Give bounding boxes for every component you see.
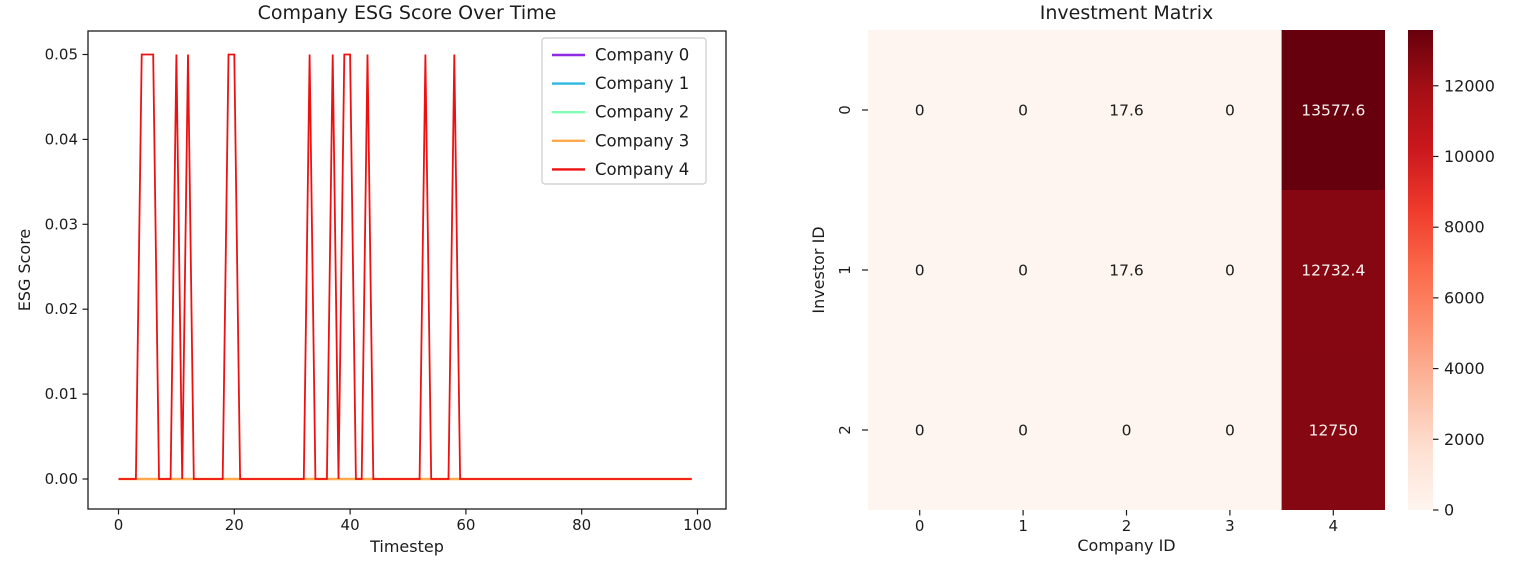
cell-value-r1-c1: 0: [1018, 262, 1028, 280]
investment-heatmap: 0 0 17.6 0 13577.6 0 0 17.6 0 12732.4 0 0 0 0 12750 0 1…: [809, 2, 1495, 555]
cell-value-r0-c4: 13577.6: [1301, 102, 1365, 120]
colorbar-tick-label: 6000: [1444, 288, 1485, 307]
y-tick-label: 0.03: [45, 215, 78, 233]
legend-item-company-1: Company 1: [552, 74, 689, 93]
y-axis-label: ESG Score: [15, 229, 34, 312]
cell-value-r1-c0: 0: [915, 262, 925, 280]
legend-label-company-4: Company 4: [595, 160, 689, 179]
x-tick-label: 1: [1018, 517, 1028, 535]
cell-value-r1-c3: 0: [1225, 262, 1235, 280]
x-tick-label: 100: [683, 516, 712, 534]
cell-value-r0-c2: 17.6: [1109, 102, 1144, 120]
cell-value-r1-c4: 12732.4: [1301, 262, 1365, 280]
cell-value-r0-c0: 0: [915, 102, 925, 120]
x-tick-label: 60: [456, 516, 475, 534]
legend-label-company-0: Company 0: [595, 46, 689, 65]
heatmap-annotations: 0 0 17.6 0 13577.6 0 0 17.6 0 12732.4 0 0 0 0 12750: [915, 102, 1366, 440]
heatmap-cell-r2-c1: [971, 350, 1075, 510]
colorbar-tick-label: 12000: [1444, 76, 1495, 95]
heatmap-cell-r2-c3: [1178, 350, 1282, 510]
x-tick-label: 40: [341, 516, 360, 534]
x-tick-label: 0: [915, 517, 925, 535]
series-lines: [118, 53, 692, 481]
cell-value-r2-c4: 12750: [1309, 422, 1358, 440]
legend-item-company-2: Company 2: [552, 103, 689, 122]
chart-title: Company ESG Score Over Time: [258, 2, 557, 24]
heatmap-cell-r2-c0: [868, 350, 972, 510]
legend-item-company-4: Company 4: [552, 160, 689, 179]
cell-value-r0-c3: 0: [1225, 102, 1235, 120]
y-tick-label: 0.05: [45, 46, 78, 64]
colorbar-tick-label: 4000: [1444, 359, 1485, 378]
y-tick-label: 2: [836, 425, 854, 435]
heatmap-cell-r0-c1: [971, 30, 1075, 190]
legend: Company 0 Company 1 Company 2 Company 3 Comp…: [541, 37, 707, 185]
cell-value-r2-c3: 0: [1225, 422, 1235, 440]
cell-value-r2-c0: 0: [915, 422, 925, 440]
legend-label-company-2: Company 2: [595, 103, 689, 122]
x-tick-label: 80: [572, 516, 591, 534]
heatmap-cell-r2-c4: [1281, 350, 1385, 510]
heatmap-cell-r1-c3: [1178, 190, 1282, 350]
x-tick-label: 20: [225, 516, 244, 534]
heatmap-cell-r0-c0: [868, 30, 972, 190]
legend-item-company-3: Company 3: [552, 131, 689, 150]
chart-title: Investment Matrix: [1040, 2, 1213, 24]
heatmap-cell-r0-c4: [1281, 30, 1385, 190]
legend-item-company-0: Company 0: [552, 46, 689, 65]
x-axis-ticks: 0 20 40 60 80 100: [114, 509, 712, 534]
colorbar-tick-label: 0: [1444, 501, 1454, 520]
heatmap-cell-r2-c2: [1074, 350, 1179, 510]
y-tick-label: 0.04: [45, 130, 78, 148]
y-tick-label: 0.01: [45, 385, 78, 403]
y-axis-ticks: 0.00 0.01 0.02 0.03 0.04 0.05: [45, 46, 88, 488]
x-axis-label: Company ID: [1077, 536, 1175, 555]
x-axis-label: Timestep: [369, 537, 444, 556]
colorbar: [1408, 30, 1433, 510]
heatmap-cell-r1-c2: [1074, 190, 1179, 350]
y-axis-label: Investor ID: [809, 226, 828, 313]
cell-value-r2-c2: 0: [1122, 422, 1132, 440]
x-tick-label: 3: [1225, 517, 1235, 535]
heatmap-cell-r1-c1: [971, 190, 1075, 350]
colorbar-tick-label: 8000: [1444, 218, 1485, 237]
heatmap-cell-r0-c2: [1074, 30, 1179, 190]
y-tick-label: 0.00: [45, 470, 78, 488]
cell-value-r0-c1: 0: [1018, 102, 1028, 120]
y-tick-label: 0.02: [45, 300, 78, 318]
series-line-company-4: [118, 53, 692, 480]
x-tick-label: 0: [114, 516, 124, 534]
x-tick-label: 4: [1329, 517, 1339, 535]
esg-line-chart: 0 20 40 60 80 100 0.00 0.01 0.02 0.03 0.04 0.05 Co…: [15, 2, 727, 556]
x-tick-label: 2: [1122, 517, 1132, 535]
legend-box: [541, 37, 707, 185]
x-axis-ticks: 0 1 2 3 4: [915, 510, 1338, 535]
y-tick-label: 1: [836, 265, 854, 275]
heatmap-cell-r1-c0: [868, 190, 972, 350]
heatmap-cells: [868, 30, 1385, 510]
y-axis-ticks: 0 1 2: [836, 105, 868, 435]
cell-value-r1-c2: 17.6: [1109, 262, 1144, 280]
heatmap-cell-r1-c4: [1281, 190, 1385, 350]
colorbar-tick-label: 10000: [1444, 147, 1495, 166]
axes-spines: [87, 30, 727, 510]
colorbar-ticks: 0 2000 4000 6000 8000 10000 12000: [1433, 76, 1495, 520]
legend-label-company-3: Company 3: [595, 131, 689, 150]
legend-label-company-1: Company 1: [595, 74, 689, 93]
cell-value-r2-c1: 0: [1018, 422, 1028, 440]
heatmap-cell-r0-c3: [1178, 30, 1282, 190]
colorbar-tick-label: 2000: [1444, 430, 1485, 449]
y-tick-label: 0: [836, 105, 854, 115]
